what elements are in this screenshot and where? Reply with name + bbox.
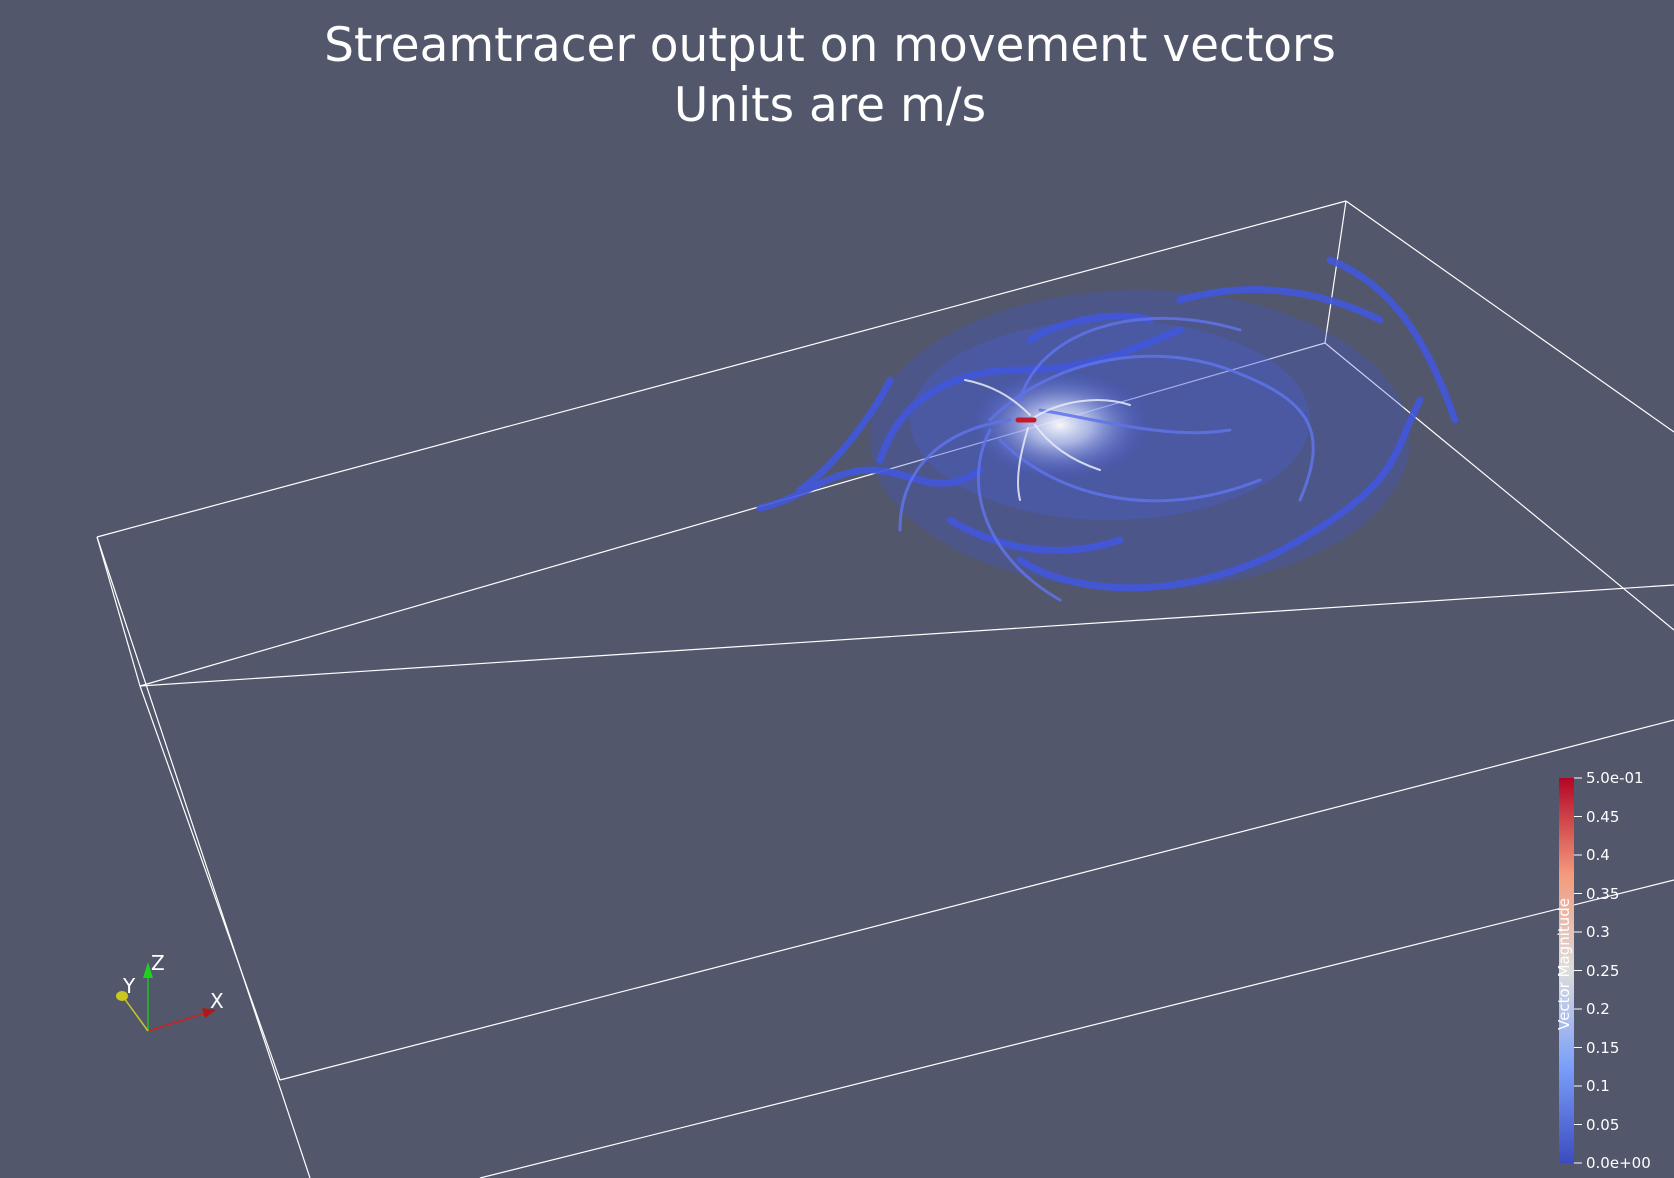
y-axis-label: Y <box>123 974 136 998</box>
colorbar-tick-label: 0.0e+00 <box>1586 1154 1651 1172</box>
z-axis-label: Z <box>151 951 165 975</box>
x-axis-label: X <box>210 989 224 1013</box>
colorbar <box>1559 778 1574 1163</box>
colorbar-tick-label: 0.1 <box>1586 1077 1610 1095</box>
streamlines <box>756 256 1459 602</box>
colorbar-tick-label: 0.15 <box>1586 1038 1620 1057</box>
orientation-axes <box>116 962 216 1032</box>
colorbar-tick-label: 0.2 <box>1586 1000 1610 1018</box>
colorbar-tick-label: 0.35 <box>1586 884 1620 903</box>
colorbar-tick-label: 0.4 <box>1586 846 1610 864</box>
colorbar-tick-label: 0.25 <box>1586 961 1620 980</box>
colorbar-ticks <box>1574 777 1582 1164</box>
view-title-line1: Streamtracer output on movement vectors <box>324 18 1336 73</box>
domain-outline <box>96 200 1674 1178</box>
colorbar-tick-label: 5.0e-01 <box>1586 769 1644 787</box>
colorbar-tick-label: 0.05 <box>1586 1115 1620 1134</box>
colorbar-tick-label: 0.45 <box>1586 807 1620 826</box>
view-title-line2: Units are m/s <box>673 78 987 133</box>
colorbar-tick-label: 0.3 <box>1586 923 1610 941</box>
colorbar-title: Vector Magnitude <box>1555 897 1573 1030</box>
